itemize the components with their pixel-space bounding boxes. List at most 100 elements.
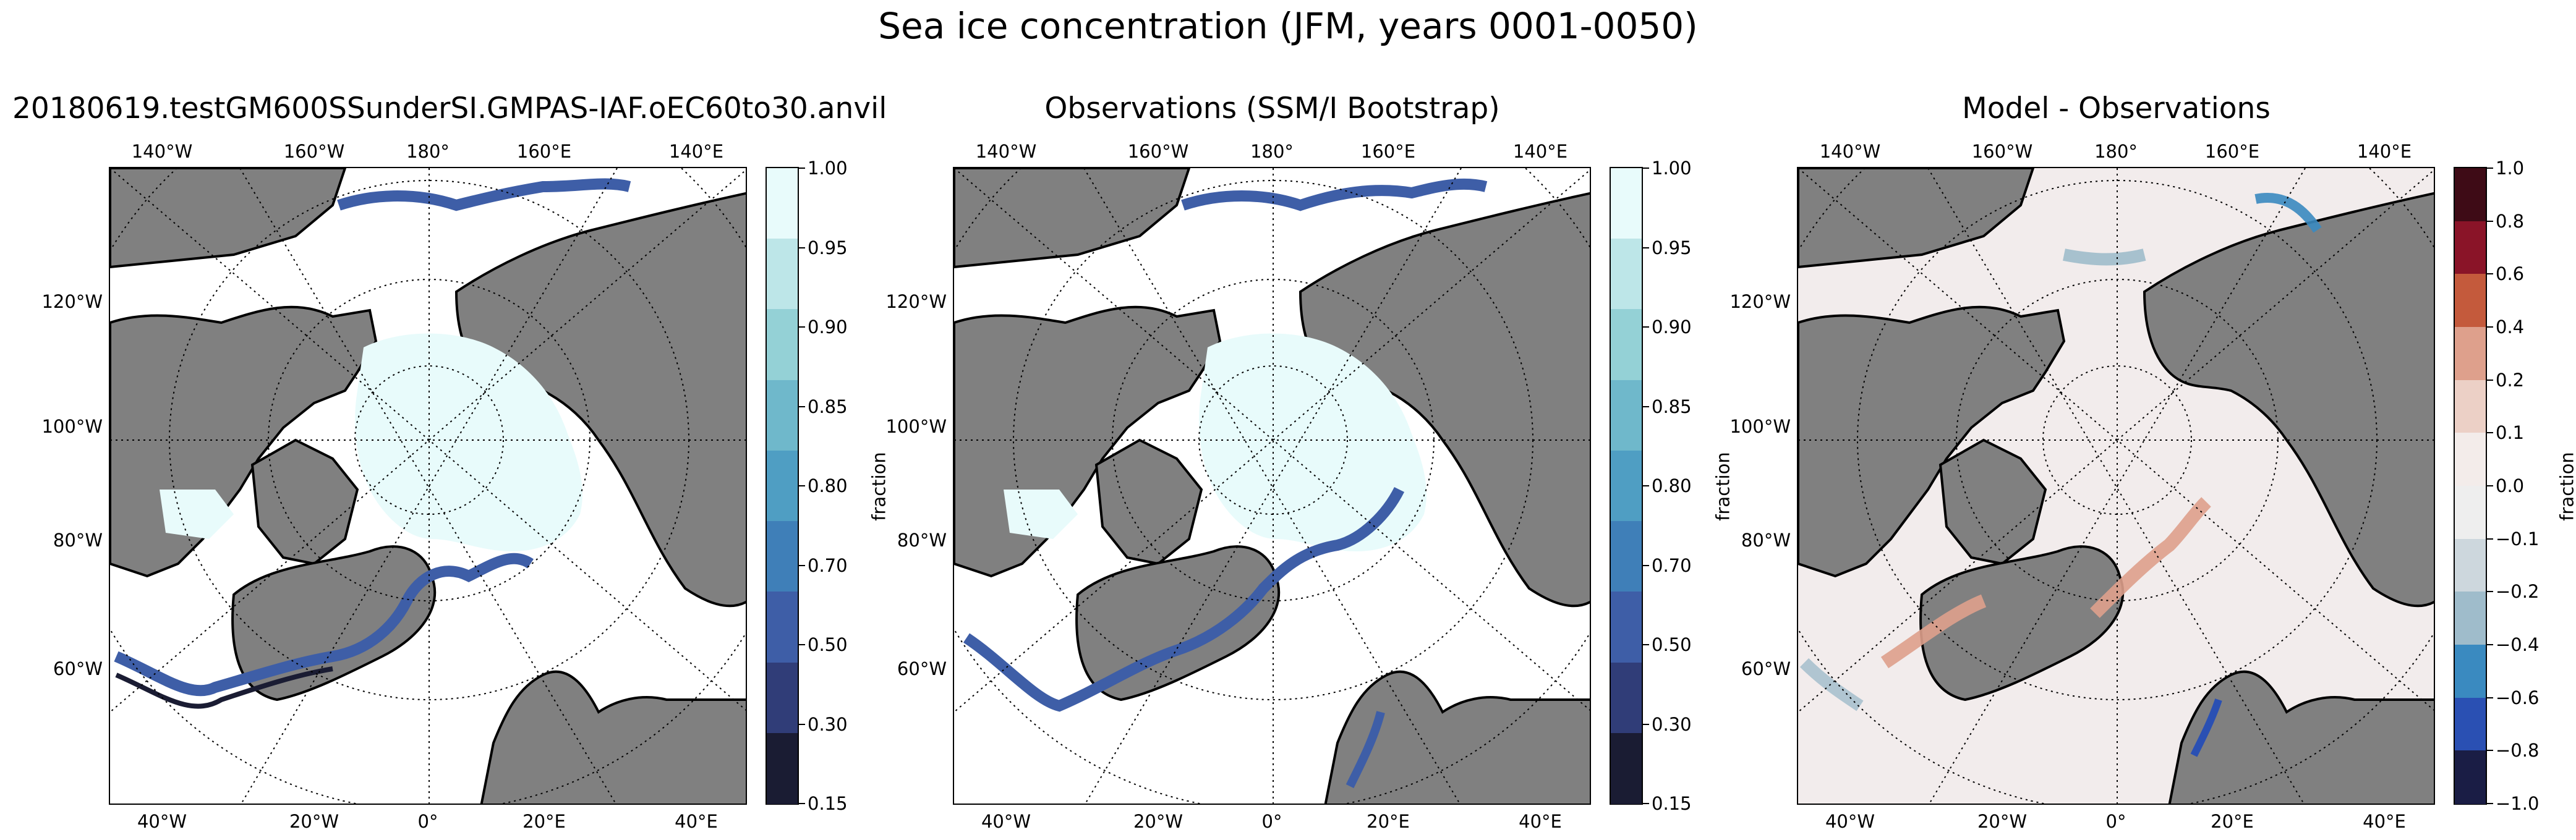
- colorbar-tick-mark: [1643, 564, 1649, 566]
- panel-3-colorbar: [2454, 167, 2487, 805]
- p2-lon-top-160e: 160°E: [1360, 141, 1416, 162]
- panel-1-map[interactable]: [109, 167, 747, 805]
- colorbar-segment: [767, 592, 798, 663]
- land-greenland: [231, 545, 437, 702]
- colorbar-segment: [1611, 450, 1642, 522]
- colorbar-segment: [767, 521, 798, 593]
- colorbar-tick-mark: [1643, 405, 1649, 407]
- colorbar-tick-mark: [2487, 591, 2493, 593]
- p3-lon-bot-0: 0°: [2105, 811, 2126, 832]
- land-greenland: [1075, 545, 1281, 702]
- p1-lon-top-140e: 140°E: [668, 141, 724, 162]
- colorbar-tick-label: 0.15: [1652, 793, 1692, 814]
- colorbar-tick-label: −0.4: [2496, 634, 2540, 655]
- colorbar-segment: [2455, 750, 2486, 804]
- colorbar-tick-label: 0.15: [808, 793, 848, 814]
- p2-lon-bot-20e: 20°E: [1367, 811, 1410, 832]
- colorbar-tick-mark: [1643, 803, 1649, 804]
- colorbar-tick-mark: [2487, 644, 2493, 645]
- colorbar-tick-mark: [1643, 644, 1649, 645]
- colorbar-segment: [2455, 433, 2486, 486]
- colorbar-tick-mark: [799, 405, 805, 407]
- colorbar-segment: [1611, 168, 1642, 240]
- p3-lon-top-160w: 160°W: [1971, 141, 2033, 162]
- colorbar-segment: [1611, 239, 1642, 310]
- colorbar-segment: [2455, 538, 2486, 593]
- colorbar-segment: [1611, 732, 1642, 804]
- colorbar-tick-label: −1.0: [2496, 793, 2540, 814]
- colorbar-tick-label: 0.50: [1652, 634, 1692, 655]
- panel-1-colorbar-label: fraction: [868, 452, 890, 521]
- colorbar-tick-label: −0.2: [2496, 581, 2540, 603]
- p1-lon-bot-40w: 40°W: [137, 811, 187, 832]
- land-north-america: [1798, 305, 2066, 578]
- colorbar-segment: [2455, 221, 2486, 275]
- colorbar-tick-label: 0.8: [2496, 210, 2525, 232]
- p2-lat-left-60w: 60°W: [897, 658, 947, 679]
- colorbar-tick-mark: [2487, 432, 2493, 434]
- panel-3-map-canvas: [1798, 168, 2434, 804]
- anomaly-negative-baltic: [2190, 698, 2222, 757]
- colorbar-tick-mark: [799, 803, 805, 804]
- land-alaska-west: [110, 168, 347, 269]
- ice-edge-atlantic: [114, 553, 534, 697]
- graticule: [954, 168, 1590, 804]
- colorbar-tick-mark: [2487, 273, 2493, 275]
- colorbar-segment: [767, 309, 798, 381]
- p3-lon-bot-20w: 20°W: [1977, 811, 2028, 832]
- p2-lat-left-120w: 120°W: [885, 291, 947, 312]
- p1-lon-top-140w: 140°W: [131, 141, 193, 162]
- colorbar-tick-label: 0.30: [808, 713, 848, 735]
- colorbar-tick-label: 1.00: [808, 158, 848, 179]
- p1-lon-top-160w: 160°W: [283, 141, 345, 162]
- anomaly-negative-bering: [2063, 248, 2146, 266]
- land-scandinavia: [2168, 670, 2434, 804]
- colorbar-tick-label: 1.00: [1652, 158, 1692, 179]
- colorbar-tick-label: 0.6: [2496, 263, 2525, 285]
- panel-2-map[interactable]: [953, 167, 1591, 805]
- land-alaska-west: [954, 168, 1191, 269]
- panel-2-map-canvas: [954, 168, 1590, 804]
- colorbar-segment: [1611, 380, 1642, 451]
- panel-1-map-canvas: [110, 168, 746, 804]
- colorbar-tick-mark: [2487, 697, 2493, 698]
- panel-1-title: 20180619.testGM600SSunderSI.GMPAS-IAF.oE…: [12, 91, 887, 125]
- p3-lat-left-60w: 60°W: [1741, 658, 1791, 679]
- p2-lat-left-80w: 80°W: [897, 530, 947, 551]
- p2-lon-top-140w: 140°W: [975, 141, 1037, 162]
- p3-lon-top-180: 180°: [2094, 141, 2138, 162]
- anomaly-positive-barents: [2090, 497, 2211, 618]
- colorbar-tick-mark: [1643, 326, 1649, 328]
- colorbar-tick-label: 0.1: [2496, 422, 2525, 444]
- p3-lat-left-100w: 100°W: [1729, 416, 1791, 437]
- colorbar-segment: [767, 239, 798, 310]
- p1-lat-left-80w: 80°W: [53, 530, 103, 551]
- panel-3-map[interactable]: [1797, 167, 2435, 805]
- p2-lon-top-160w: 160°W: [1127, 141, 1189, 162]
- colorbar-tick-mark: [2487, 379, 2493, 381]
- p2-lon-bot-40e: 40°E: [1519, 811, 1562, 832]
- p1-lon-top-160e: 160°E: [516, 141, 572, 162]
- colorbar-tick-label: 0.80: [1652, 475, 1692, 496]
- p1-lat-left-60w: 60°W: [53, 658, 103, 679]
- p2-lon-bot-0: 0°: [1261, 811, 1282, 832]
- panel-1-colorbar: [766, 167, 799, 805]
- p3-lon-bot-20e: 20°E: [2211, 811, 2254, 832]
- p1-lon-bot-20e: 20°E: [522, 811, 566, 832]
- panel-3-title: Model - Observations: [1962, 91, 2271, 125]
- anomaly-negative-okhotsk: [2254, 193, 2322, 233]
- colorbar-tick-label: 0.70: [1652, 554, 1692, 576]
- colorbar-segment: [2455, 327, 2486, 381]
- p1-lon-bot-20w: 20°W: [289, 811, 339, 832]
- colorbar-segment: [1611, 309, 1642, 381]
- land-greenland: [1919, 545, 2125, 702]
- colorbar-tick-label: 0.4: [2496, 316, 2525, 337]
- land-alaska-west: [1798, 168, 2035, 269]
- colorbar-tick-label: 0.80: [808, 475, 848, 496]
- ice-hudson-bay: [1004, 490, 1078, 539]
- p1-lat-left-100w: 100°W: [41, 416, 103, 437]
- figure-title: Sea ice concentration (JFM, years 0001-0…: [878, 5, 1698, 47]
- colorbar-segment: [2455, 274, 2486, 328]
- p1-lon-bot-40e: 40°E: [675, 811, 718, 832]
- colorbar-tick-mark: [1643, 485, 1649, 486]
